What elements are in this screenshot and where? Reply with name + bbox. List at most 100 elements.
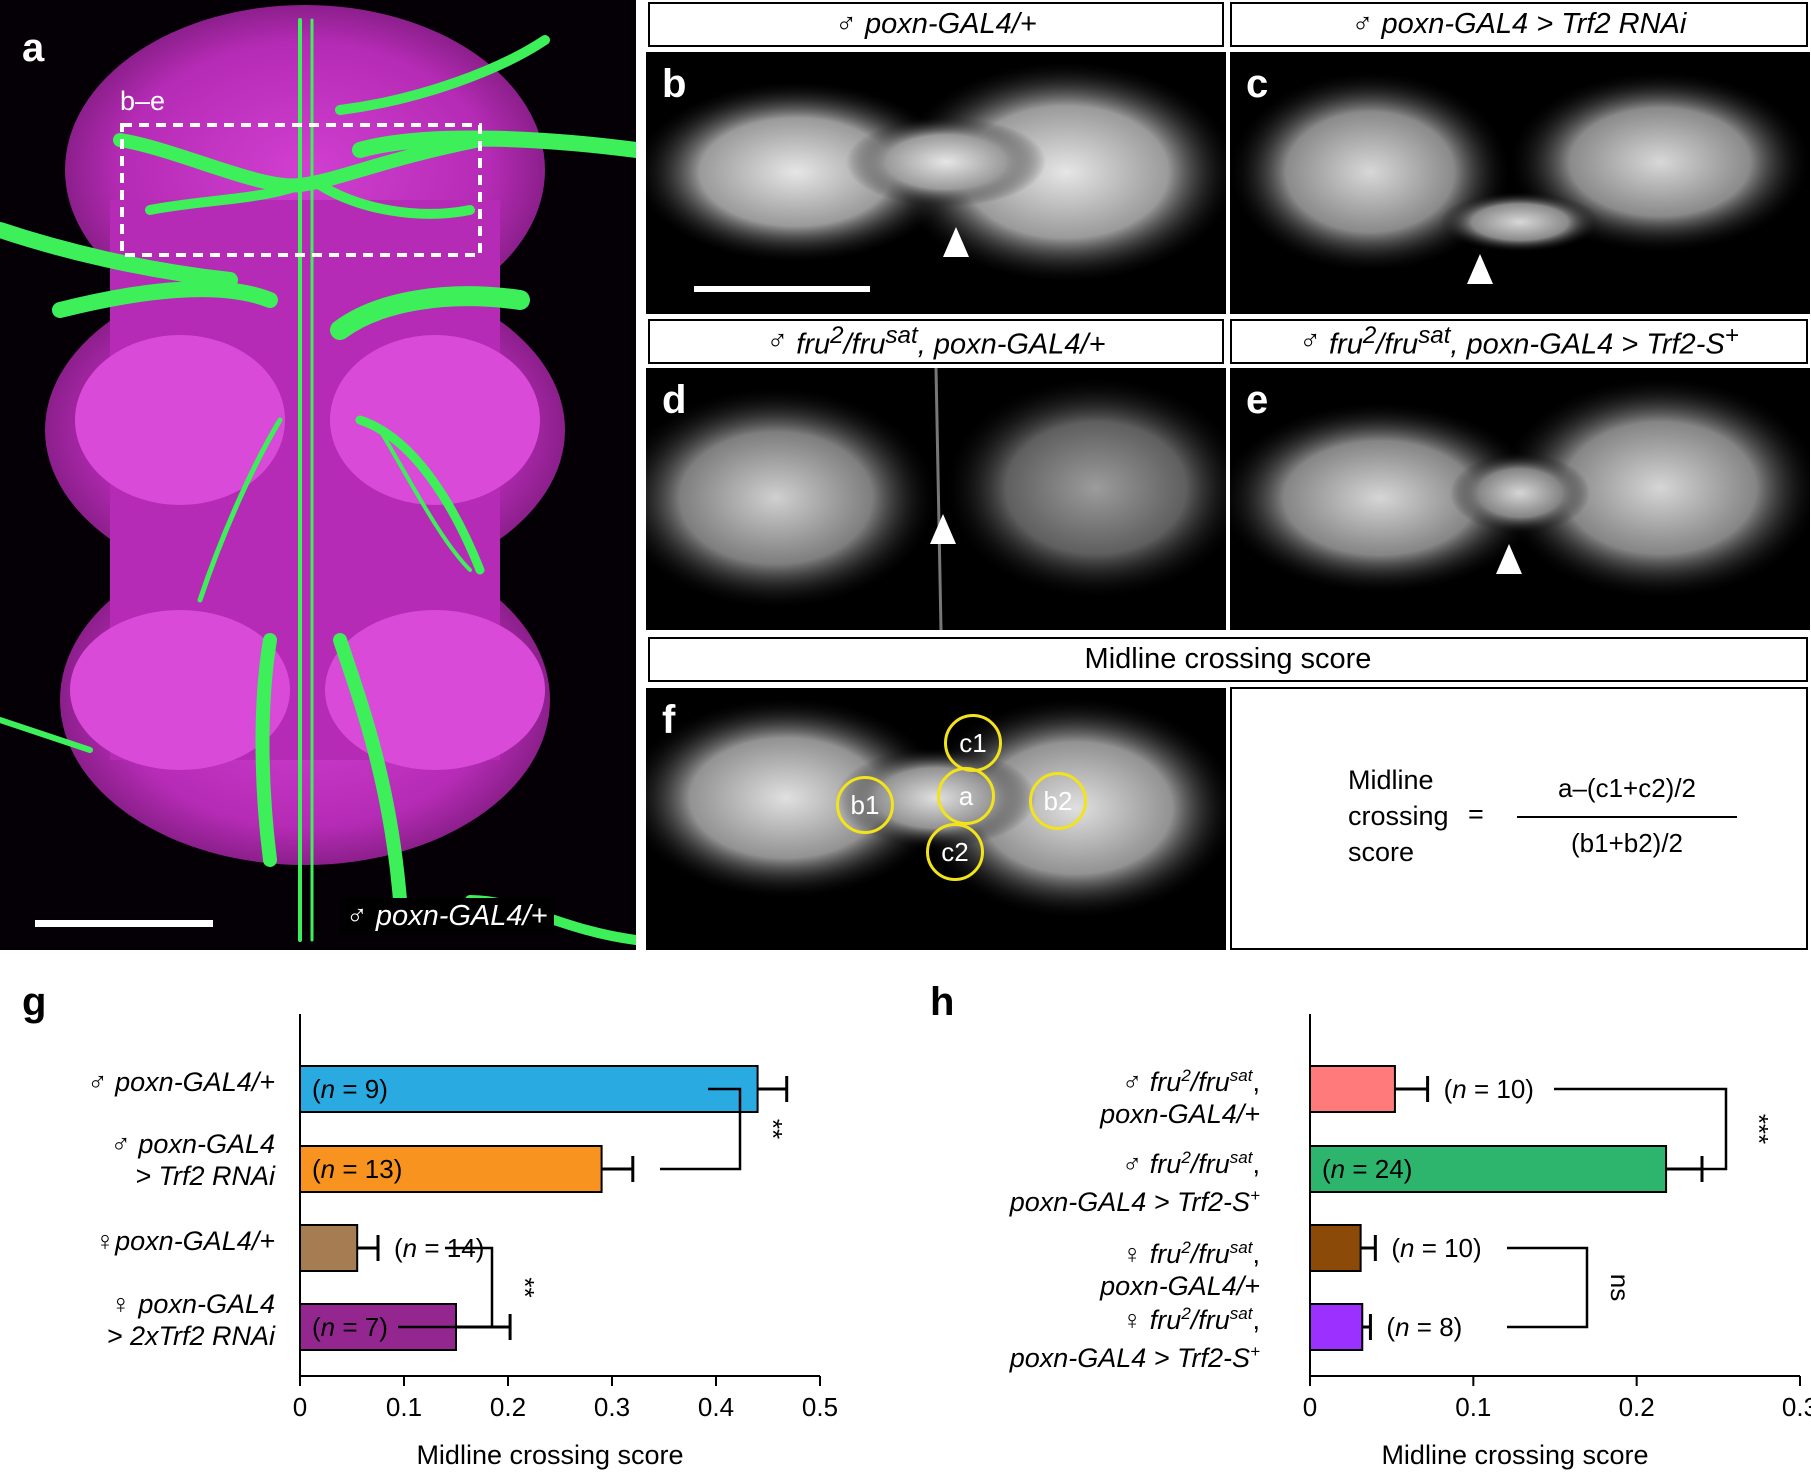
panel-c-image: c — [1230, 52, 1810, 314]
midline-arrowhead — [943, 227, 969, 257]
h-row-label-2: ♀ fru2/frusat, poxn-GAL4/+ — [960, 1232, 1260, 1302]
caption-sup: sat — [885, 321, 918, 349]
roi-circle-c2: c2 — [926, 823, 984, 881]
caption-sup: 2 — [1362, 321, 1377, 349]
formula-box: Midline crossing score = a–(c1+c2)/2 (b1… — [1230, 687, 1808, 950]
caption-text: poxn-GAL4/+ — [865, 8, 1037, 40]
sex-symbol: ♂ — [110, 1129, 131, 1159]
caption-part: /fru — [1376, 328, 1419, 361]
row-label-line2: poxn-GAL4 > Trf2-S — [1009, 1343, 1251, 1373]
row-label-part: /fru — [1190, 1239, 1230, 1269]
row-label-line2: poxn-GAL4/+ — [1100, 1099, 1260, 1129]
sex-symbol: ♀ — [1122, 1239, 1143, 1269]
g-row-label-2: ♀poxn-GAL4/+ — [20, 1225, 275, 1257]
panel-f-image: f c1 a b1 b2 c2 — [646, 688, 1226, 950]
formula-equals: = — [1468, 799, 1484, 829]
n-label: (n = 7) — [312, 1312, 388, 1342]
panel-e-image: e — [1230, 368, 1810, 630]
caption-part: , poxn-GAL4/+ — [917, 328, 1106, 361]
row-label-line1: poxn-GAL4/+ — [115, 1226, 275, 1256]
sex-symbol: ♂ — [1351, 8, 1374, 40]
sex-symbol: ♀ — [94, 1226, 116, 1256]
formula-denominator: (b1+b2)/2 — [1570, 828, 1684, 858]
row-label-sup: 2 — [1181, 1304, 1191, 1323]
roi-label: b–e — [120, 86, 166, 116]
significance-label: ** — [758, 1119, 788, 1139]
row-label-line2: > 2xTrf2 RNAi — [106, 1321, 275, 1351]
x-tick-label: 0 — [1303, 1392, 1317, 1422]
x-tick-label: 0.3 — [1782, 1392, 1811, 1422]
row-label-part: fru — [1142, 1149, 1182, 1179]
caption-part: fru — [1329, 328, 1363, 361]
roi-circle-b1: b1 — [836, 776, 894, 834]
x-tick-label: 0.5 — [802, 1392, 838, 1422]
row-label-sup: 2 — [1181, 1238, 1191, 1257]
row-label-sup: + — [1250, 1342, 1260, 1361]
h-row-label-3: ♀ fru2/frusat, poxn-GAL4 > Trf2-S+ — [960, 1298, 1260, 1374]
x-tick-label: 0.1 — [386, 1392, 422, 1422]
sex-symbol: ♂ — [87, 1067, 108, 1097]
panel-e-caption: ♂ fru2/frusat, poxn-GAL4 > Trf2-S+ — [1230, 319, 1808, 364]
row-label-sup: sat — [1229, 1148, 1253, 1167]
panel-a-genotype-label: ♂ poxn-GAL4/+ — [340, 898, 554, 935]
panel-b-image: b — [646, 52, 1226, 314]
panel-a-micrograph — [0, 0, 636, 950]
significance-bracket — [1507, 1246, 1589, 1329]
panel-f-micrograph — [646, 698, 1226, 918]
sex-symbol: ♂ — [1299, 325, 1321, 357]
x-tick-label: 0.3 — [594, 1392, 630, 1422]
bar — [299, 1145, 603, 1193]
row-label-sup: 2 — [1181, 1148, 1191, 1167]
row-label-sup: 2 — [1181, 1066, 1191, 1085]
caption-part: /fru — [843, 328, 886, 361]
row-label-part: fru — [1142, 1305, 1182, 1335]
sex-symbol: ♂ — [1122, 1067, 1143, 1097]
row-label-part: fru — [1142, 1067, 1182, 1097]
significance-label: ** — [510, 1277, 540, 1297]
panel-d-caption: ♂ fru2/frusat, poxn-GAL4/+ — [648, 319, 1224, 364]
bar — [299, 1065, 759, 1113]
n-label: (n = 8) — [1386, 1312, 1462, 1342]
caption-part: , poxn-GAL4 > Trf2-S — [1450, 328, 1725, 361]
row-label-part: , — [1252, 1305, 1260, 1335]
row-label-sup: sat — [1229, 1066, 1253, 1085]
g-row-label-1: ♂ poxn-GAL4 > Trf2 RNAi — [20, 1128, 275, 1192]
row-label-line1: poxn-GAL4/+ — [115, 1067, 275, 1097]
panel-a-image: a b–e ♂ poxn-GAL4/+ — [0, 0, 636, 950]
row-label-line1: poxn-GAL4 — [138, 1129, 275, 1159]
formula-numerator: a–(c1+c2)/2 — [1557, 773, 1697, 803]
sex-symbol: ♀ — [1122, 1305, 1143, 1335]
panel-e-letter: e — [1246, 378, 1269, 422]
chart-h: 0 0.1 0.2 0.3 Midline crossing score (n = 10)… — [1303, 1014, 1811, 1470]
panel-b-micrograph — [646, 62, 1226, 292]
bar — [1309, 1303, 1364, 1351]
bar — [1309, 1065, 1396, 1113]
row-label-line2: poxn-GAL4 > Trf2-S — [1009, 1187, 1251, 1217]
formula-label-line3: score — [1348, 837, 1415, 867]
panel-d-image: d — [646, 368, 1226, 630]
panel-a-letter: a — [22, 26, 45, 70]
row-label-sup: + — [1250, 1186, 1260, 1205]
significance-bracket — [1554, 1087, 1728, 1171]
midline-arrowhead — [930, 514, 956, 544]
roi-circle-a: a — [937, 767, 995, 825]
significance-bracket — [660, 1087, 742, 1171]
roi-circle-c1: c1 — [944, 714, 1002, 772]
sex-symbol: ♂ — [766, 325, 789, 357]
row-label-part: , — [1252, 1149, 1260, 1179]
row-label-sup: sat — [1229, 1304, 1253, 1323]
panel-h-letter: h — [930, 980, 955, 1024]
n-label: (n = 10) — [1444, 1074, 1534, 1104]
g-row-label-3: ♀ poxn-GAL4 > 2xTrf2 RNAi — [20, 1288, 275, 1352]
panel-c-micrograph — [1230, 72, 1810, 272]
n-label: (n = 24) — [1322, 1154, 1412, 1184]
x-axis-label: Midline crossing score — [416, 1440, 683, 1470]
row-label-part: /fru — [1190, 1149, 1230, 1179]
row-label-line1: poxn-GAL4 — [138, 1289, 275, 1319]
sex-symbol: ♂ — [346, 900, 368, 932]
genotype-text: poxn-GAL4/+ — [375, 900, 548, 932]
row-label-part: /fru — [1190, 1067, 1230, 1097]
row-label-part: /fru — [1190, 1305, 1230, 1335]
panel-d-letter: d — [662, 378, 687, 422]
x-tick-label: 0.4 — [698, 1392, 734, 1422]
